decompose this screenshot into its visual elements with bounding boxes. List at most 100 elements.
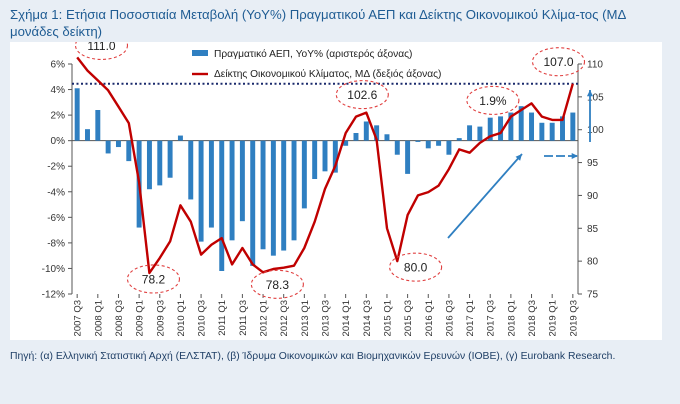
- legend-bar-swatch: [192, 50, 208, 56]
- x-tick-label: 2015 Q3: [403, 300, 414, 336]
- x-tick-label: 2014 Q3: [362, 300, 373, 336]
- x-tick-label: 2013 Q1: [300, 300, 311, 336]
- x-tick-label: 2008 Q3: [114, 300, 125, 336]
- annotation-label: 102.6: [347, 88, 377, 102]
- left-tick-label: 2%: [51, 111, 66, 122]
- left-tick-label: -12%: [42, 290, 65, 301]
- x-tick-label: 2016 Q1: [424, 300, 435, 336]
- right-tick-label: 110: [587, 60, 603, 71]
- gdp-bar: [312, 140, 318, 179]
- gdp-bar: [74, 88, 80, 141]
- gdp-bar: [332, 140, 338, 173]
- gdp-bar: [301, 140, 307, 209]
- x-tick-label: 2011 Q1: [217, 300, 228, 336]
- gdp-bar: [394, 140, 400, 155]
- x-tick-label: 2012 Q1: [259, 300, 270, 336]
- x-tick-label: 2018 Q3: [527, 300, 538, 336]
- gdp-bar: [198, 140, 204, 242]
- gdp-bar: [208, 140, 214, 228]
- annotation-ellipse: [531, 47, 586, 77]
- gdp-bar: [291, 140, 297, 241]
- gdp-bar: [425, 140, 431, 149]
- right-tick-label: 75: [587, 290, 599, 301]
- chart-svg: 6% 4% 2% 0% -2% -4% -6% -8% -10% -12% 110 105 100 95 9…: [42, 30, 604, 337]
- annotation-label: 107.0: [543, 55, 573, 69]
- trend-arrow-up-head: [515, 154, 522, 161]
- annotation-label: 78.2: [142, 272, 166, 286]
- x-tick-label: 2009 Q1: [135, 300, 146, 336]
- gdp-bar: [126, 140, 132, 162]
- x-tick-label: 2017 Q1: [465, 300, 476, 336]
- right-tick-label: 95: [587, 158, 599, 169]
- gdp-bar: [436, 140, 442, 146]
- gdp-bar: [560, 116, 565, 141]
- x-tick-label: 2011 Q3: [238, 300, 249, 336]
- gdp-bar: [157, 140, 163, 186]
- trend-arrow-right: [544, 152, 578, 160]
- gdp-bar: [177, 135, 183, 141]
- gdp-bar: [456, 138, 462, 141]
- gdp-bar: [477, 126, 483, 141]
- gdp-bar: [281, 140, 287, 251]
- gdp-bar: [188, 140, 194, 200]
- gdp-bar: [508, 112, 514, 141]
- source-note: Πηγή: (α) Ελληνική Στατιστική Αρχή (ΕΛΣΤ…: [10, 351, 616, 362]
- left-tick-label: -10%: [42, 264, 65, 275]
- gdp-bar: [529, 112, 535, 141]
- right-tick-label: 80: [587, 257, 599, 268]
- x-tick-label: 2018 Q1: [506, 300, 517, 336]
- gdp-bar: [105, 140, 111, 154]
- gdp-bar: [487, 117, 493, 141]
- gdp-bar: [549, 122, 555, 141]
- x-tick-label: 2019 Q1: [548, 300, 559, 336]
- gdp-bar: [570, 112, 576, 141]
- gdp-bar: [167, 140, 173, 178]
- legend-layer: Πραγματικό ΑΕΠ, YoY% (αριστερός άξονας) Δ…: [192, 48, 441, 80]
- gdp-bar: [363, 121, 369, 141]
- legend-line-label: Δείκτης Οικονομικού Κλίματος, ΜΔ (δεξιός…: [214, 68, 441, 80]
- gdp-bar: [250, 140, 256, 266]
- gdp-bar: [374, 125, 380, 141]
- axes-layer: 6% 4% 2% 0% -2% -4% -6% -8% -10% -12% 110 105 100 95 9…: [42, 60, 604, 337]
- x-tick-label: 2013 Q3: [321, 300, 332, 336]
- annotation-ellipse: [250, 269, 304, 299]
- trend-arrow-right-axis-head: [586, 90, 594, 97]
- annotation-layer: 111.0 78.2 78.3 102.6 80.0 1.9% 107.0: [74, 30, 594, 299]
- gdp-bar: [405, 140, 411, 174]
- gdp-bar: [260, 140, 266, 250]
- left-tick-label: -8%: [47, 238, 65, 249]
- gdp-bar: [415, 140, 421, 142]
- left-tick-label: -2%: [47, 162, 65, 173]
- gdp-bar: [85, 129, 90, 141]
- gdp-bar: [498, 116, 504, 141]
- right-tick-label: 85: [587, 224, 599, 235]
- gdp-bar: [146, 140, 152, 190]
- annotation-ellipse: [389, 252, 443, 282]
- left-tick-label: -4%: [47, 187, 65, 198]
- gdp-bar: [219, 140, 225, 271]
- legend-bar-label: Πραγματικό ΑΕΠ, YoY% (αριστερός άξονας): [214, 48, 412, 60]
- gdp-bar: [115, 140, 121, 148]
- gdp-bar: [467, 125, 473, 141]
- climate-index-line: [76, 56, 574, 275]
- x-tick-label: 2007 Q3: [73, 300, 84, 336]
- trend-arrow-up-shaft: [447, 153, 523, 239]
- right-tick-label: 105: [587, 92, 604, 103]
- right-tick-label: 90: [587, 191, 599, 202]
- x-tick-label: 2010 Q1: [176, 300, 187, 336]
- x-tick-label: 2010 Q3: [197, 300, 208, 336]
- x-tick-label: 2012 Q3: [279, 300, 290, 336]
- annotation-label: 80.0: [404, 261, 428, 275]
- annotation-ellipse: [466, 85, 520, 115]
- trend-arrow-right-axis: [586, 90, 594, 142]
- gdp-bar: [270, 140, 276, 256]
- annotation-ellipse: [335, 80, 389, 110]
- left-tick-label: 0%: [51, 136, 66, 147]
- left-tick-label: -6%: [47, 213, 65, 224]
- gdp-bar: [446, 140, 452, 155]
- gdp-bar: [239, 140, 245, 222]
- annotation-label: 1.9%: [479, 94, 507, 108]
- gdp-bar: [518, 106, 524, 141]
- left-tick-label: 6%: [51, 60, 66, 71]
- x-tick-label: 2014 Q1: [341, 300, 352, 336]
